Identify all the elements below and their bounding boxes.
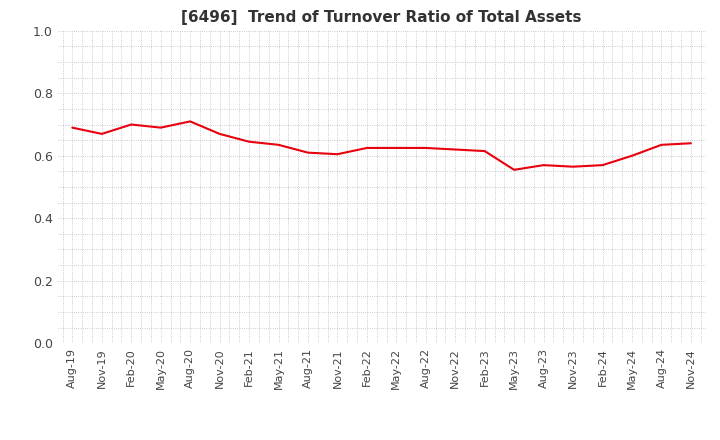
Title: [6496]  Trend of Turnover Ratio of Total Assets: [6496] Trend of Turnover Ratio of Total … [181,11,582,26]
